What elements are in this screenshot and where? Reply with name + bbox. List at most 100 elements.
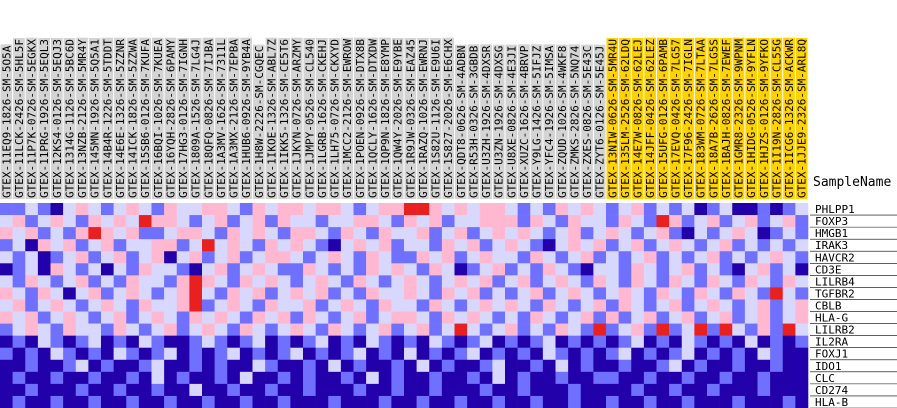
heatmap-cell xyxy=(12,299,26,312)
heatmap-cell xyxy=(681,287,695,300)
heatmap-cell xyxy=(138,287,152,300)
heatmap-cell xyxy=(643,287,657,300)
heatmap-cell xyxy=(189,227,203,240)
heatmap-cell xyxy=(353,215,367,228)
heatmap-cell xyxy=(101,371,114,385)
heatmap-cell xyxy=(479,371,493,385)
heatmap-cell xyxy=(643,347,657,361)
column-header: GTEX-1A3MV-1626-SM-7311L xyxy=(215,39,228,198)
heatmap-cell xyxy=(593,299,607,312)
heatmap-cell xyxy=(492,323,506,336)
heatmap-cell xyxy=(656,371,670,385)
heatmap-cell xyxy=(707,275,720,288)
heatmap-cell xyxy=(568,263,582,276)
column-header: GTEX-135LM-2526-SM-62LDQ xyxy=(619,39,632,198)
column-header-bg xyxy=(783,37,795,199)
heatmap-cell xyxy=(340,347,354,361)
heatmap-cell xyxy=(63,239,77,252)
column-header-bg xyxy=(619,38,631,199)
heatmap-cell xyxy=(391,299,405,312)
heatmap-cell xyxy=(0,335,13,349)
heatmap-cell xyxy=(239,395,253,408)
heatmap-cell xyxy=(202,287,215,300)
heatmap-cell xyxy=(37,251,51,264)
heatmap-cell xyxy=(795,311,809,324)
column-header: GTEX-ZMKS-2826-SM-5NQ74 xyxy=(568,45,581,198)
heatmap-cell xyxy=(707,359,720,373)
heatmap-cell xyxy=(416,239,430,252)
heatmap-cell xyxy=(290,227,304,240)
heatmap-cell xyxy=(631,227,645,240)
heatmap-cell xyxy=(656,227,670,240)
heatmap-cell xyxy=(555,299,569,312)
heatmap-cell xyxy=(656,395,670,408)
heatmap-cell xyxy=(315,275,329,288)
heatmap-cell xyxy=(328,299,342,312)
heatmap-cell xyxy=(252,323,266,336)
heatmap-cell xyxy=(782,287,796,300)
heatmap-cell xyxy=(12,395,26,408)
heatmap-cell xyxy=(303,287,316,300)
heatmap-cell xyxy=(202,251,215,264)
row-label: PHLPP1 xyxy=(815,203,855,216)
heatmap-cell xyxy=(12,239,26,252)
heatmap-cell xyxy=(441,323,455,336)
heatmap-cell xyxy=(530,263,544,276)
heatmap-cell xyxy=(0,371,13,385)
heatmap-cell xyxy=(25,215,39,228)
heatmap-cell xyxy=(542,287,556,300)
heatmap-cell xyxy=(643,371,657,385)
heatmap-cell xyxy=(643,215,657,228)
heatmap-cell xyxy=(328,287,342,300)
heatmap-cell xyxy=(315,251,329,264)
heatmap-cell xyxy=(290,239,304,252)
heatmap-cell xyxy=(606,311,619,324)
heatmap-cell xyxy=(505,251,518,264)
heatmap-cell xyxy=(277,323,291,336)
heatmap-cell xyxy=(568,239,582,252)
heatmap-cell xyxy=(606,239,619,252)
heatmap-cell xyxy=(580,287,594,300)
heatmap-cell xyxy=(618,251,632,264)
heatmap-cell xyxy=(429,227,443,240)
heatmap-cell xyxy=(656,275,670,288)
heatmap-cell xyxy=(744,251,758,264)
heatmap-cell xyxy=(517,275,531,288)
heatmap-cell xyxy=(404,383,417,397)
heatmap-cell xyxy=(37,323,51,336)
heatmap-cell xyxy=(227,395,241,408)
column-header: GTEX-1ICG6-1326-SM-ACKWR xyxy=(783,39,796,198)
heatmap-cell xyxy=(126,395,140,408)
heatmap-cell xyxy=(151,215,165,228)
heatmap-cell xyxy=(441,215,455,228)
heatmap-cell xyxy=(505,359,518,373)
heatmap-cell xyxy=(378,383,392,397)
heatmap-cell xyxy=(189,203,203,216)
heatmap-cell xyxy=(378,227,392,240)
heatmap-cell xyxy=(795,215,809,228)
heatmap-cell xyxy=(517,263,531,276)
column-header: GTEX-1LH75-0726-SM-CKXYD xyxy=(329,39,342,198)
heatmap-cell xyxy=(265,383,279,397)
heatmap-cell xyxy=(25,395,39,408)
heatmap-cell xyxy=(770,287,784,300)
heatmap-cell xyxy=(492,275,506,288)
heatmap-cell xyxy=(707,335,720,349)
heatmap-cell xyxy=(492,335,506,349)
column-header: GTEX-13NIW-0626-SM-5MR4U xyxy=(606,39,619,198)
heatmap-cell xyxy=(340,287,354,300)
heatmap-cell xyxy=(467,263,481,276)
heatmap-cell xyxy=(164,239,178,252)
heatmap-cell xyxy=(707,347,720,361)
heatmap-cell xyxy=(530,215,544,228)
heatmap-cell xyxy=(366,311,380,324)
heatmap-cell xyxy=(770,335,784,349)
heatmap-cell xyxy=(669,395,683,408)
column-header: GTEX-14ICK-1826-SM-5ZZWA xyxy=(127,39,140,198)
heatmap-cell xyxy=(795,323,809,336)
heatmap-cell xyxy=(340,239,354,252)
heatmap-cell xyxy=(505,227,518,240)
heatmap-cell xyxy=(239,323,253,336)
